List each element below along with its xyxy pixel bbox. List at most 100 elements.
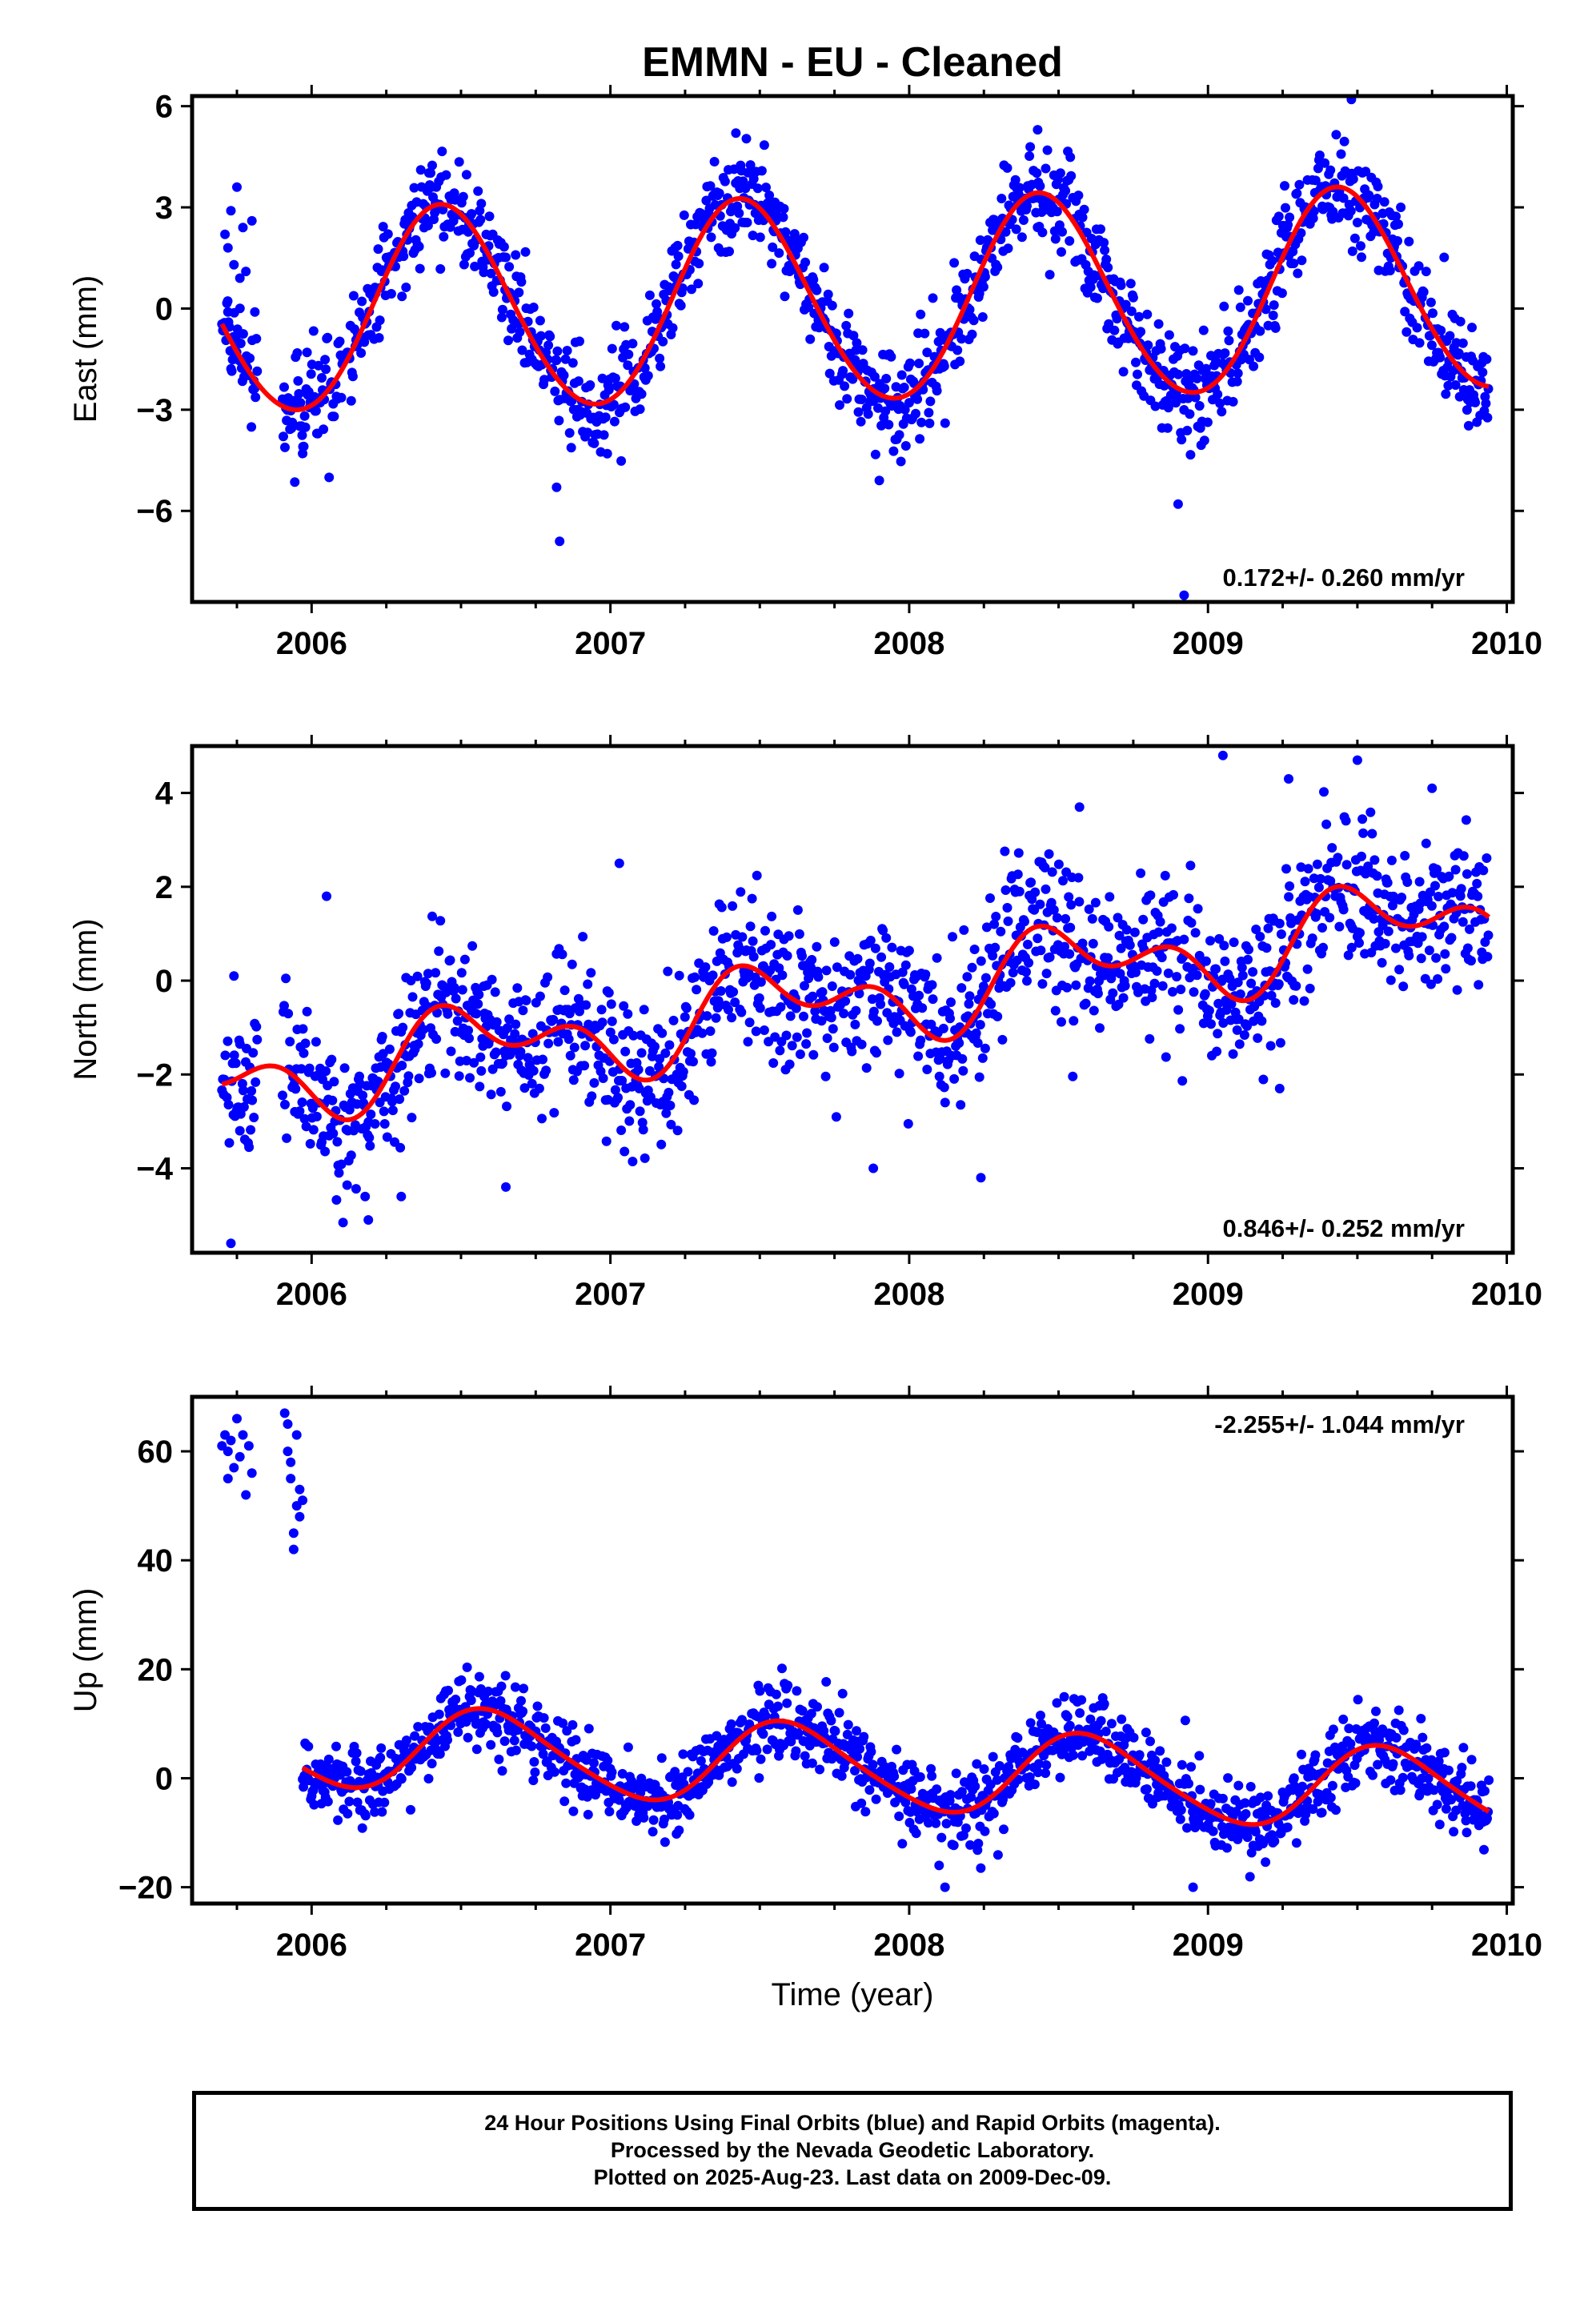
data-point [512, 983, 523, 993]
data-point [407, 992, 418, 1002]
data-point [628, 1030, 639, 1041]
data-point [1239, 1030, 1249, 1040]
data-point [529, 1757, 539, 1767]
data-point [1398, 1725, 1409, 1735]
data-point [597, 1017, 608, 1028]
data-point [724, 1005, 733, 1015]
data-point [448, 216, 459, 226]
data-point [1348, 174, 1358, 184]
data-point [1068, 1071, 1078, 1081]
data-point [409, 183, 419, 193]
data-point [397, 291, 407, 302]
data-point [1233, 368, 1243, 379]
data-point [1289, 1773, 1299, 1783]
y-tick-label: 3 [155, 191, 173, 226]
data-point [1414, 877, 1425, 887]
data-point [981, 922, 992, 933]
data-point [916, 417, 927, 427]
data-point [823, 289, 833, 299]
data-point [955, 356, 965, 367]
data-point [283, 1009, 294, 1019]
data-point [399, 1085, 410, 1096]
data-point [1397, 893, 1407, 903]
data-point [804, 302, 814, 312]
data-point [617, 1076, 628, 1085]
data-point [730, 223, 740, 233]
data-point [1157, 981, 1168, 991]
data-point [872, 1048, 881, 1058]
data-point [1062, 1711, 1073, 1722]
data-point [1297, 1781, 1308, 1791]
data-point [1432, 1799, 1442, 1810]
data-point [852, 1751, 863, 1762]
data-point [1125, 279, 1136, 289]
data-point [347, 371, 358, 382]
data-point [1022, 201, 1032, 211]
data-point [914, 990, 924, 1001]
data-point [1317, 923, 1327, 933]
data-point [1293, 268, 1303, 279]
data-point [377, 1032, 387, 1041]
data-point [346, 395, 356, 406]
data-point [1055, 1772, 1065, 1783]
data-point [1352, 755, 1362, 765]
data-point [904, 945, 914, 956]
data-point [1385, 266, 1395, 275]
data-point [549, 1108, 559, 1118]
data-point [949, 1073, 960, 1084]
data-point [1126, 306, 1137, 316]
data-point [1387, 901, 1398, 911]
data-point [614, 1795, 624, 1805]
data-point [726, 1719, 736, 1729]
data-point [1235, 302, 1245, 312]
data-point [511, 250, 521, 260]
data-point [774, 248, 784, 259]
y-axis-label: East (mm) [68, 275, 103, 423]
data-point [435, 1749, 445, 1759]
data-point [897, 967, 908, 977]
data-point [736, 1007, 747, 1017]
data-point [1423, 1773, 1434, 1783]
data-point [308, 1125, 319, 1135]
data-point [652, 307, 663, 317]
data-point [742, 218, 752, 227]
data-point [657, 1028, 668, 1038]
data-point [736, 887, 746, 897]
data-point [940, 1097, 950, 1108]
data-point [423, 220, 433, 231]
data-point [1045, 270, 1055, 280]
data-point [223, 296, 233, 307]
data-point [461, 1717, 471, 1727]
data-point [883, 1035, 893, 1045]
data-point [1328, 207, 1338, 217]
data-point [767, 911, 777, 921]
data-point [683, 1767, 693, 1777]
data-point [477, 1033, 487, 1044]
data-point [977, 312, 988, 322]
data-point [658, 336, 668, 347]
data-point [1379, 197, 1389, 207]
data-point [364, 1133, 375, 1143]
data-point [229, 971, 239, 981]
up-model-curve [301, 1706, 1490, 1828]
data-point [812, 285, 822, 295]
data-point [1074, 802, 1085, 812]
data-point [884, 962, 895, 972]
data-point [1404, 950, 1414, 961]
data-point [503, 1023, 512, 1033]
data-point [639, 1005, 649, 1015]
data-point [731, 128, 741, 138]
data-point [1164, 330, 1174, 340]
data-point [1142, 309, 1153, 319]
data-point [792, 1032, 802, 1042]
data-point [959, 925, 969, 935]
data-point [612, 320, 621, 331]
data-point [288, 1544, 299, 1555]
data-point [1065, 236, 1075, 246]
data-point [229, 1050, 239, 1061]
data-point [800, 257, 811, 267]
data-point [1180, 1715, 1190, 1726]
data-point [928, 293, 938, 303]
data-point [645, 1092, 656, 1102]
data-point [1085, 1714, 1096, 1724]
